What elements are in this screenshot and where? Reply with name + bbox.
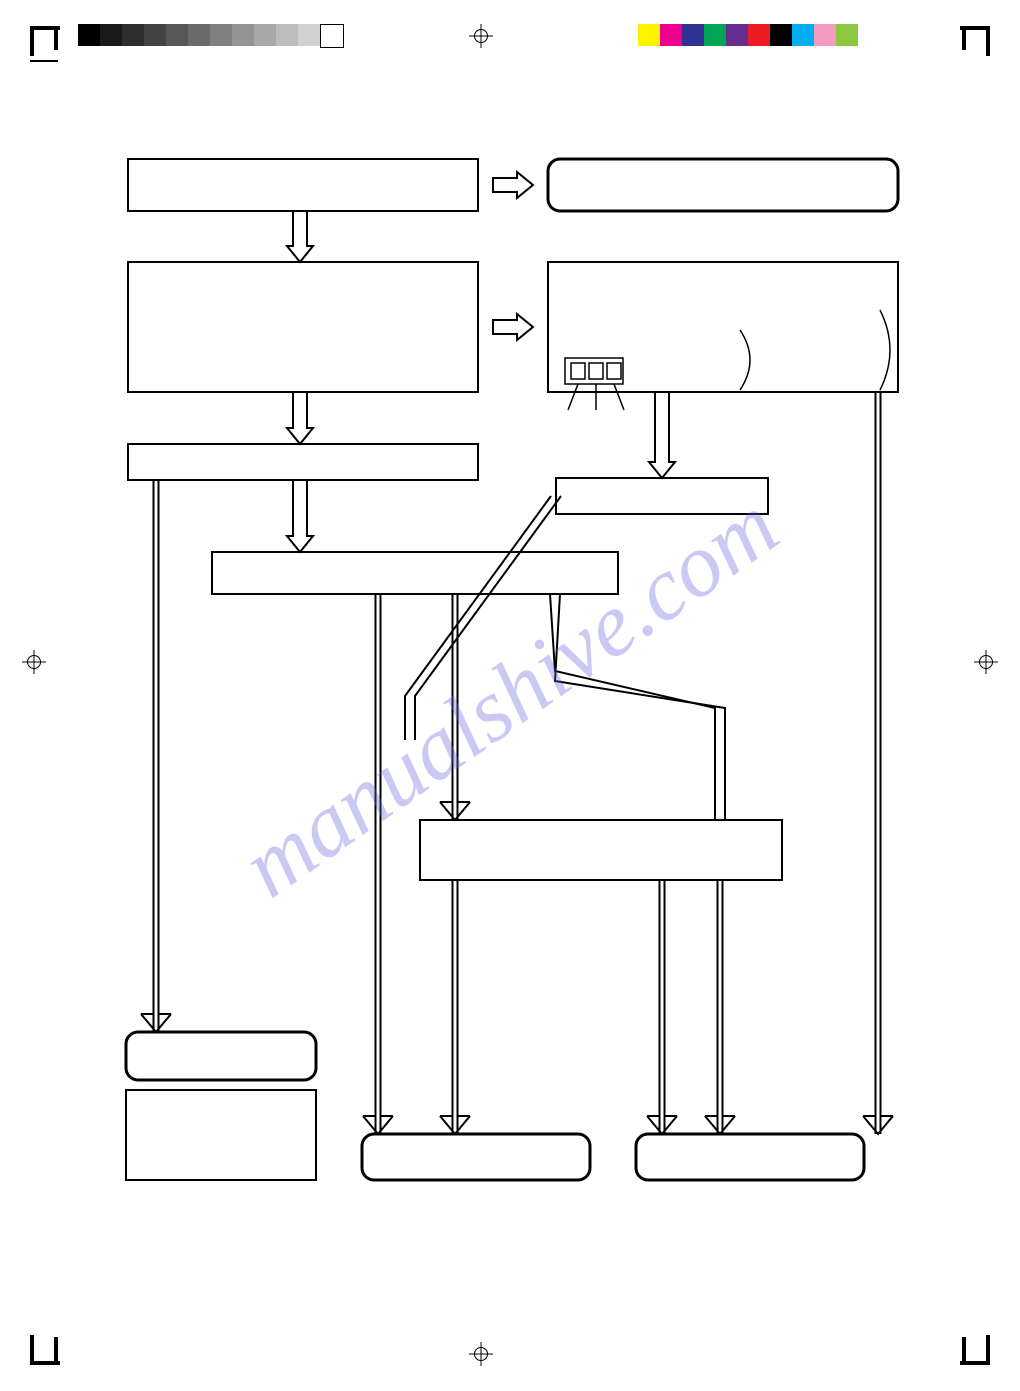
block-arrow — [287, 480, 313, 552]
block-arrow — [287, 392, 313, 444]
line-arrow — [705, 880, 735, 1134]
flowchart-box — [128, 159, 478, 211]
flowchart-box — [548, 159, 898, 211]
flowchart-box — [126, 1032, 316, 1080]
flowchart-box — [420, 820, 782, 880]
block-arrow — [649, 392, 675, 478]
line-arrow — [647, 880, 677, 1134]
flowchart-box — [212, 552, 618, 594]
block-arrow — [493, 314, 533, 340]
flowchart-diagram — [0, 0, 1020, 1391]
block-arrow — [287, 211, 313, 262]
line-arrow — [141, 480, 171, 1032]
line-arrow — [863, 392, 893, 1134]
block-arrow — [493, 172, 533, 198]
line-arrow — [550, 594, 725, 820]
flowchart-box — [128, 262, 478, 392]
flowchart-box — [126, 1090, 316, 1180]
line-arrow — [405, 496, 561, 740]
flowchart-box — [362, 1134, 590, 1180]
flowchart-box — [128, 444, 478, 480]
line-arrow — [363, 594, 393, 1134]
flowchart-box — [556, 478, 768, 514]
flowchart-box — [636, 1134, 864, 1180]
line-arrow — [440, 880, 470, 1134]
